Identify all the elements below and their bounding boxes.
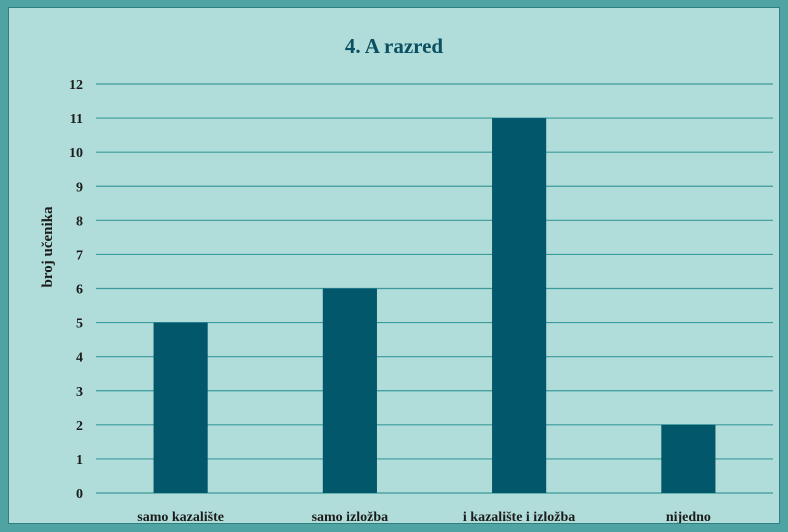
- x-tick-label: nijedno: [666, 510, 711, 523]
- bar: [153, 322, 208, 493]
- y-tick-label: 3: [76, 385, 83, 400]
- bar: [661, 424, 716, 493]
- y-axis-label: broj učenika: [40, 206, 56, 287]
- chart-title: 4. A razred: [345, 34, 444, 58]
- bar: [492, 118, 547, 493]
- y-tick-label: 12: [69, 78, 83, 93]
- x-tick-label: samo kazalište: [137, 510, 224, 523]
- y-tick-label: 4: [76, 351, 83, 366]
- gridlines: [96, 83, 773, 494]
- y-tick-label: 2: [76, 419, 83, 434]
- y-tick-label: 0: [76, 487, 83, 502]
- y-tick-label: 6: [76, 283, 83, 298]
- bar-chart: 4. A razred broj učenika 012345678910111…: [40, 34, 773, 523]
- x-tick-label: samo izložba: [312, 510, 389, 523]
- bars: [153, 118, 716, 493]
- y-tick-label: 9: [76, 180, 83, 195]
- y-tick-label: 8: [76, 214, 83, 229]
- y-tick-label: 1: [76, 453, 83, 468]
- x-tick-label: i kazalište i izložba: [463, 510, 575, 523]
- bar: [322, 288, 377, 493]
- y-tick-label: 5: [76, 317, 83, 332]
- y-tick-label: 7: [76, 248, 83, 263]
- y-tick-label: 11: [70, 112, 83, 127]
- y-tick-label: 10: [69, 146, 83, 161]
- chart-panel: 4. A razred broj učenika 0 1 2 3 4 5 6 7 8 9 10 11 1…: [8, 7, 780, 524]
- x-tick-labels: samo kazalište samo izložba i kazalište i …: [137, 510, 711, 523]
